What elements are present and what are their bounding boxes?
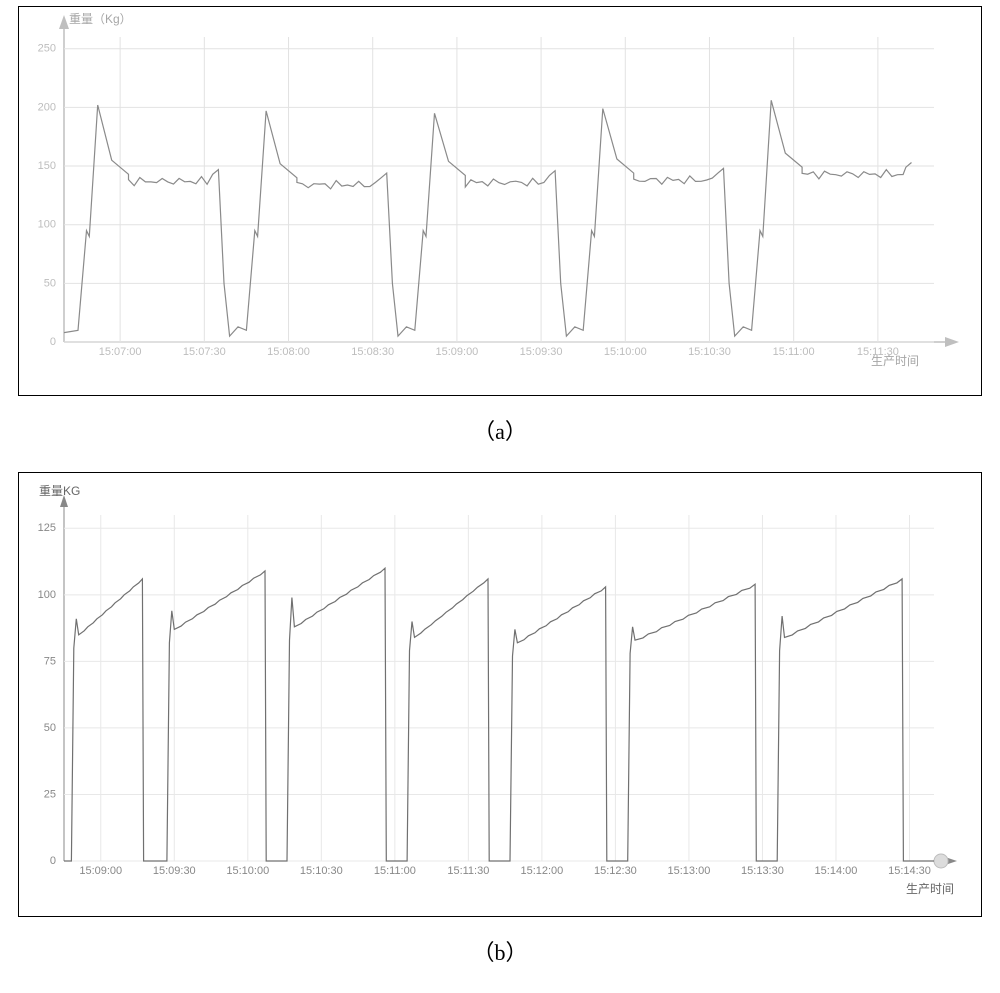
chart-b-trace xyxy=(64,568,934,861)
svg-text:15:10:00: 15:10:00 xyxy=(226,865,269,877)
svg-text:15:12:00: 15:12:00 xyxy=(520,865,563,877)
svg-text:50: 50 xyxy=(44,277,56,289)
svg-text:0: 0 xyxy=(50,336,56,348)
svg-text:15:11:30: 15:11:30 xyxy=(447,865,489,877)
svg-text:15:09:30: 15:09:30 xyxy=(520,346,563,358)
svg-text:15:14:00: 15:14:00 xyxy=(815,865,858,877)
svg-text:15:11:30: 15:11:30 xyxy=(857,346,899,358)
chart-b-sublabel: （b） xyxy=(0,917,1000,993)
svg-text:15:13:00: 15:13:00 xyxy=(668,865,711,877)
chart-a-xticks: 15:07:00 15:07:30 15:08:00 15:08:30 15:09:00… xyxy=(99,346,899,358)
svg-text:15:09:30: 15:09:30 xyxy=(153,865,196,877)
chart-b-xticks: 15:09:00 15:09:30 15:10:00 15:10:30 15:11:00… xyxy=(79,865,931,877)
svg-text:15:09:00: 15:09:00 xyxy=(79,865,122,877)
svg-text:15:13:30: 15:13:30 xyxy=(741,865,784,877)
svg-text:250: 250 xyxy=(38,43,56,55)
svg-text:50: 50 xyxy=(44,722,56,734)
svg-text:15:14:30: 15:14:30 xyxy=(888,865,931,877)
chart-a-yticks: 0 50 100 150 200 250 xyxy=(38,43,56,348)
svg-text:15:10:00: 15:10:00 xyxy=(604,346,647,358)
chart-a-ylabel: 重量（Kg） xyxy=(69,12,132,26)
svg-text:200: 200 xyxy=(38,101,56,113)
chart-a-grid xyxy=(64,37,934,342)
chart-a-panel: 重量（Kg） 生产时间 050100150200250 15:07:0015:0… xyxy=(18,6,982,396)
chart-a-yarrow xyxy=(59,15,69,29)
chart-b-grid xyxy=(64,515,934,861)
svg-text:15:11:00: 15:11:00 xyxy=(773,346,815,358)
svg-text:100: 100 xyxy=(38,219,56,231)
chart-b-xlabel: 生产时间 xyxy=(906,882,954,896)
svg-text:150: 150 xyxy=(38,160,56,172)
svg-text:15:09:00: 15:09:00 xyxy=(435,346,478,358)
svg-text:100: 100 xyxy=(38,589,56,601)
chart-b-svg: 重量KG 生产时间 0 25 50 75 100 125 15:09:00 15:09:30… xyxy=(19,473,979,916)
svg-text:15:07:00: 15:07:00 xyxy=(99,346,142,358)
svg-text:15:12:30: 15:12:30 xyxy=(594,865,637,877)
chart-b-yticks: 0 25 50 75 100 125 xyxy=(38,522,56,867)
svg-text:125: 125 xyxy=(38,522,56,534)
chart-b-panel: 重量KG 生产时间 0 25 50 75 100 125 15:09:00 15:09:30… xyxy=(18,472,982,917)
svg-text:15:08:00: 15:08:00 xyxy=(267,346,310,358)
svg-text:15:08:30: 15:08:30 xyxy=(351,346,394,358)
svg-text:15:10:30: 15:10:30 xyxy=(688,346,731,358)
chart-a-trace xyxy=(64,100,912,336)
chart-a-xarrow xyxy=(945,337,959,347)
svg-text:15:07:30: 15:07:30 xyxy=(183,346,226,358)
svg-text:25: 25 xyxy=(44,788,56,800)
svg-text:15:11:00: 15:11:00 xyxy=(374,865,416,877)
chart-a-sublabel: （a） xyxy=(0,396,1000,472)
svg-text:15:10:30: 15:10:30 xyxy=(300,865,343,877)
chart-b-end-dot xyxy=(934,854,948,868)
chart-a-svg: 重量（Kg） 生产时间 050100150200250 15:07:0015:0… xyxy=(19,7,979,395)
chart-b-ylabel: 重量KG xyxy=(39,484,80,498)
svg-text:75: 75 xyxy=(44,655,56,667)
svg-text:0: 0 xyxy=(50,855,56,867)
